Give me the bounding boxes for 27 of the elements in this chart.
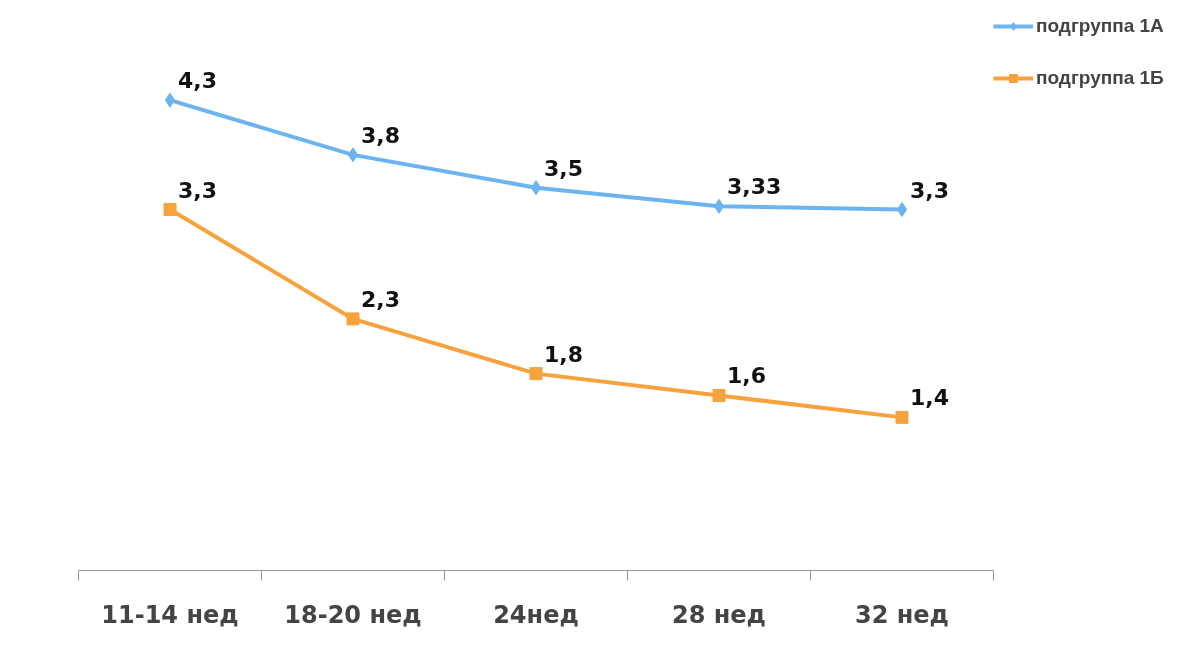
point	[896, 202, 908, 218]
data-label: 3,3	[178, 177, 217, 203]
data-label: 4,3	[178, 68, 217, 94]
data-label: 2,3	[361, 286, 400, 312]
point	[713, 198, 725, 214]
point	[164, 92, 176, 108]
point	[347, 147, 359, 163]
x-tick-label: 24нед	[493, 600, 579, 629]
legend-label: подгруппа 1Б	[1036, 67, 1164, 89]
data-label: 3,3	[910, 177, 949, 203]
point	[163, 203, 177, 217]
data-label: 3,33	[727, 174, 782, 200]
point	[346, 312, 360, 326]
point	[529, 367, 543, 381]
legend-label: подгруппа 1А	[1036, 15, 1164, 37]
data-label: 1,6	[727, 363, 766, 389]
point	[712, 388, 726, 402]
x-tick-label: 32 нед	[855, 600, 949, 629]
data-label: 1,4	[910, 385, 949, 411]
x-tick-label: 11-14 нед	[101, 600, 239, 629]
point	[530, 180, 542, 196]
data-label: 3,5	[544, 155, 583, 181]
x-tick-label: 18-20 нед	[284, 600, 422, 629]
point	[895, 410, 909, 424]
data-label: 1,8	[544, 341, 583, 367]
data-label: 3,8	[361, 122, 400, 148]
x-tick-label: 28 нед	[672, 600, 766, 629]
